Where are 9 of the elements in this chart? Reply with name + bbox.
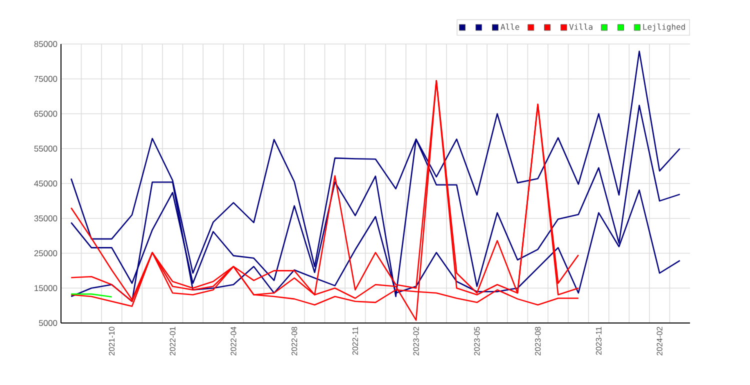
y-tick-label: 35000 — [34, 215, 58, 222]
y-tick-label: 85000 — [34, 41, 58, 47]
y-tick-label: 75000 — [34, 76, 58, 82]
y-tick-label: 5000 — [38, 320, 58, 326]
y-tick-label: 15000 — [34, 285, 58, 292]
y-tick-label: 55000 — [34, 146, 58, 152]
y-tick-label: 25000 — [34, 250, 58, 256]
y-tick-label: 45000 — [34, 180, 58, 186]
y-tick-label: 65000 — [34, 110, 58, 117]
